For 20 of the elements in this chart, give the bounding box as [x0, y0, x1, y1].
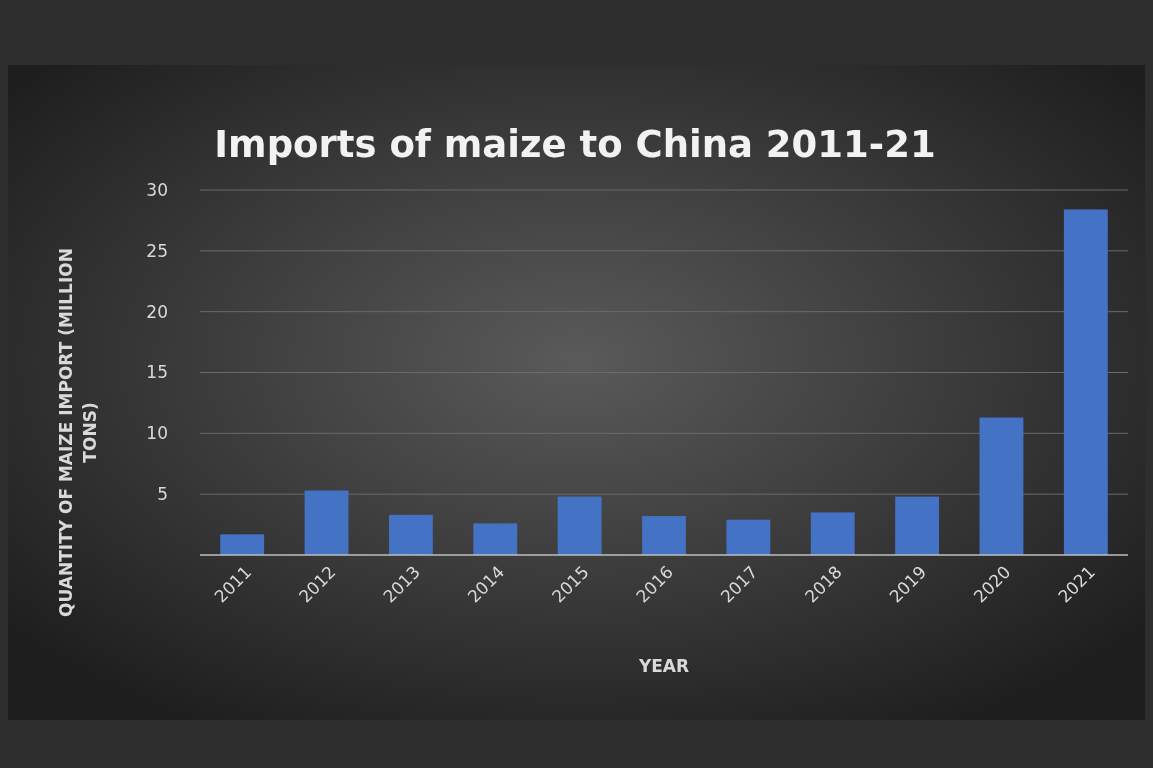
bar: [1063, 209, 1108, 555]
bar: [895, 496, 940, 555]
bar: [557, 496, 602, 555]
y-tick-label: 15: [146, 362, 168, 383]
y-axis-title: QUANTITY OF MAIZE IMPORT (MILLION TONS): [56, 248, 100, 617]
bar: [642, 516, 686, 555]
y-tick-label: 5: [157, 484, 168, 505]
x-axis-title: YEAR: [637, 656, 690, 676]
bar: [473, 523, 518, 555]
bar: [979, 417, 1024, 555]
y-tick-label: 25: [146, 240, 168, 261]
y-tick-label: 20: [146, 301, 168, 322]
chart-title: Imports of maize to China 2011-21: [214, 123, 936, 166]
y-tick-label: 30: [146, 179, 168, 200]
bar: [726, 519, 771, 555]
bar: [388, 514, 433, 555]
bar: [810, 512, 855, 555]
y-tick-label: 10: [146, 423, 168, 444]
bar: [304, 490, 349, 555]
bar: [220, 534, 265, 555]
